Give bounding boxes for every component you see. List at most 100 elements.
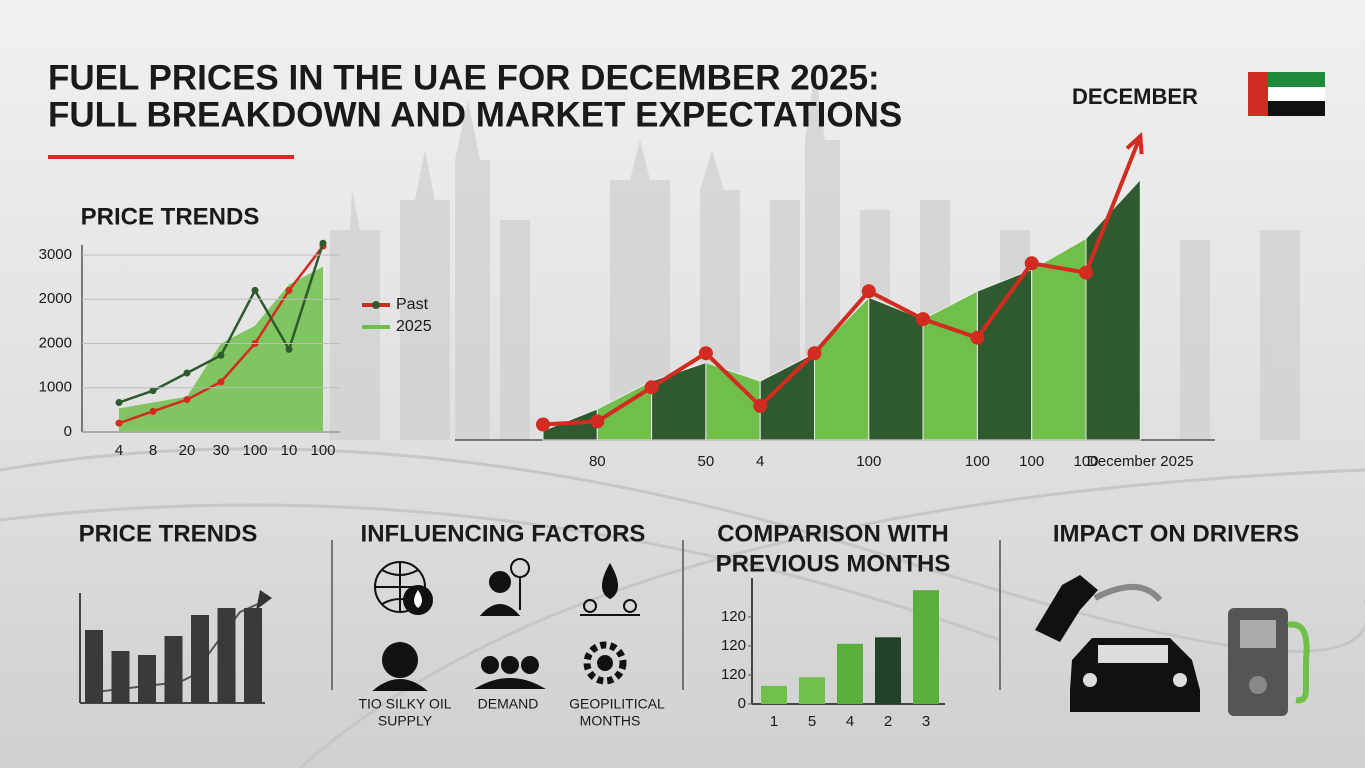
x-tick-label: 80	[589, 453, 606, 470]
bar	[837, 643, 863, 704]
area-segment	[1085, 178, 1141, 441]
title-underline	[48, 155, 294, 159]
point	[1024, 256, 1039, 271]
bar	[164, 636, 183, 703]
x-tick-label: 4	[846, 713, 854, 730]
trend-arrow-head	[256, 590, 272, 610]
bar	[85, 630, 103, 703]
dividers	[331, 540, 1001, 690]
flag-green	[1268, 72, 1325, 87]
x-tick-label: 8	[149, 442, 157, 459]
section-title: INFLUENCING FACTORS	[361, 520, 646, 547]
y-tick-label: 0	[64, 423, 72, 440]
x-tick-label: 100	[242, 442, 267, 459]
point	[970, 330, 985, 345]
x-tick-label: December 2025	[1087, 453, 1194, 470]
point	[285, 286, 293, 294]
x-tick-label: 30	[213, 442, 230, 459]
legend-label: Past	[396, 296, 429, 313]
bar	[217, 608, 236, 703]
x-tick-label: 100	[1019, 453, 1044, 470]
bar	[799, 677, 825, 704]
point	[536, 417, 550, 432]
line	[542, 135, 1143, 427]
point	[807, 346, 822, 361]
bar	[244, 608, 262, 703]
y-tick-label: 3000	[39, 246, 72, 263]
area	[119, 266, 323, 432]
x-tick-label: 5	[808, 713, 816, 730]
point	[251, 286, 259, 294]
area-segment	[868, 296, 924, 441]
x-tick-label: 20	[179, 442, 196, 459]
legend-dot	[372, 301, 380, 309]
y-tick-label: 120	[721, 666, 746, 683]
section-title: IMPACT ON DRIVERS	[1053, 520, 1299, 547]
bar	[138, 655, 156, 703]
flag-red	[1248, 72, 1268, 116]
point	[217, 351, 225, 359]
driver-icons	[1035, 575, 1310, 716]
point	[217, 378, 225, 386]
title-line: FULL BREAKDOWN AND MARKET EXPECTATIONS	[48, 95, 902, 134]
point	[590, 414, 605, 429]
x-tick-label: 100	[1073, 453, 1098, 470]
bar	[913, 590, 939, 704]
factor-label: MONTHS	[580, 713, 641, 729]
area-segment	[976, 268, 1033, 441]
y-tick-label: 120	[721, 608, 746, 625]
point	[1079, 265, 1093, 280]
flag-white	[1268, 87, 1325, 101]
road-lines	[0, 447, 1365, 768]
point	[285, 345, 293, 353]
uae-flag	[1248, 72, 1325, 116]
point	[861, 284, 876, 299]
x-tick-label: 1	[770, 713, 778, 730]
point	[916, 312, 931, 327]
bar	[111, 651, 130, 703]
flag-black	[1268, 101, 1325, 116]
arrow-head	[1125, 131, 1144, 155]
factor-label: DEMAND	[478, 696, 539, 712]
x-tick-label: 4	[115, 442, 123, 459]
x-tick-label: 100	[965, 453, 990, 470]
point	[149, 407, 157, 415]
bar	[875, 637, 901, 704]
point	[698, 346, 713, 361]
point	[115, 399, 123, 406]
y-tick-label: 0	[738, 695, 746, 712]
point	[644, 380, 659, 395]
chart-title: PRICE TRENDS	[79, 520, 258, 547]
point	[149, 387, 157, 395]
chart-title: COMPARISON WITH	[717, 520, 949, 547]
x-tick-label: 10	[281, 442, 298, 459]
y-tick-label: 1000	[39, 379, 72, 396]
bar	[191, 615, 209, 703]
y-tick-label: 2000	[39, 334, 72, 351]
title-line: FUEL PRICES IN THE UAE FOR DECEMBER 2025…	[48, 58, 880, 97]
x-tick-label: 50	[698, 453, 715, 470]
factor-label: SUPPLY	[378, 713, 433, 729]
factor-label: GEOPILITICAL	[569, 696, 665, 712]
legend-label: 2025	[396, 318, 432, 335]
point	[115, 419, 123, 427]
chart-title: PRICE TRENDS	[81, 203, 260, 230]
x-tick-label: 4	[756, 453, 764, 470]
point	[753, 398, 768, 413]
factor-icons	[372, 558, 640, 691]
x-tick-label: 3	[922, 713, 930, 730]
chart-title: PREVIOUS MONTHS	[716, 550, 951, 577]
x-tick-label: 100	[856, 453, 881, 470]
x-tick-label: 100	[310, 442, 335, 459]
point	[319, 239, 327, 247]
y-tick-label: 120	[721, 637, 746, 654]
point	[183, 396, 191, 404]
factor-label: TIO SILKY OIL	[358, 696, 451, 712]
point	[183, 369, 191, 377]
annotation: DECEMBER	[1072, 84, 1198, 109]
x-tick-label: 2	[884, 713, 892, 730]
y-tick-label: 2000	[39, 290, 72, 307]
bar	[761, 685, 787, 704]
